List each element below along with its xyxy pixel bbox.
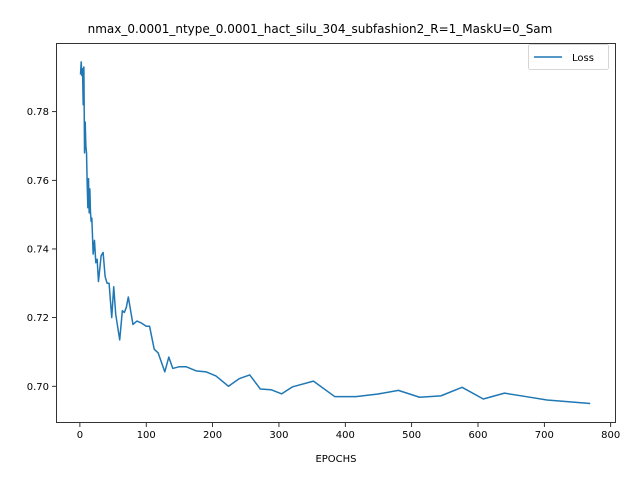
- legend: Loss: [528, 44, 609, 70]
- series-layer: [79, 61, 591, 405]
- y-tick-label: 0.70: [27, 382, 49, 393]
- y-axis-ticks: 0.70 0.72 0.74 0.76 0.78: [27, 107, 56, 393]
- plot-area: [56, 43, 616, 423]
- legend-label-loss: Loss: [572, 53, 594, 64]
- y-tick-label: 0.74: [27, 244, 49, 255]
- x-tick-label: 300: [269, 430, 288, 441]
- series-line-loss: [79, 61, 591, 405]
- x-axis-ticks: 0 100 200 300 400 500 600 700 800: [77, 423, 620, 441]
- x-tick-label: 100: [137, 430, 156, 441]
- x-tick-label: 400: [336, 430, 355, 441]
- x-tick-label: 200: [203, 430, 222, 441]
- x-tick-label: 800: [601, 430, 620, 441]
- x-tick-label: 0: [77, 430, 83, 441]
- x-axis-label: EPOCHS: [315, 454, 356, 465]
- chart-title: nmax_0.0001_ntype_0.0001_hact_silu_304_s…: [88, 22, 553, 36]
- x-tick-label: 500: [402, 430, 421, 441]
- y-tick-label: 0.78: [27, 107, 49, 118]
- plot-frame: [56, 43, 616, 423]
- x-tick-label: 600: [468, 430, 487, 441]
- y-tick-label: 0.72: [27, 313, 49, 324]
- y-tick-label: 0.76: [27, 176, 49, 187]
- legend-box: [528, 44, 609, 70]
- x-tick-label: 700: [535, 430, 554, 441]
